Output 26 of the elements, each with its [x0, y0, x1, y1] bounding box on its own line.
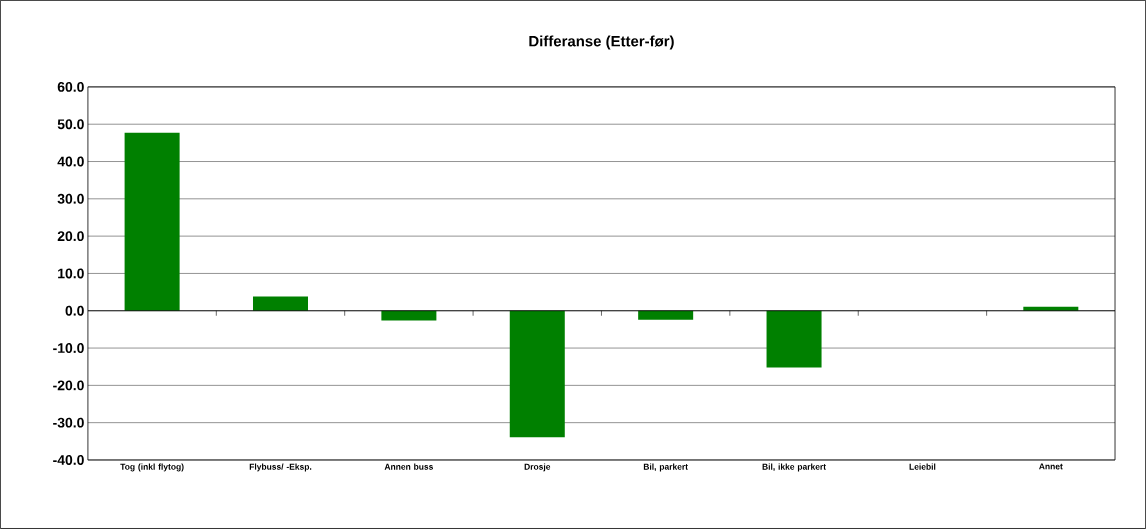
bar — [381, 310, 437, 321]
x-tick-label: Flybuss/ -Eksp. — [249, 463, 312, 472]
x-tick-label: Annen buss — [384, 463, 433, 470]
bar — [509, 310, 565, 438]
x-tick-label: Tog (inkl flytog) — [120, 463, 184, 472]
bar — [124, 132, 180, 311]
y-tick-label: -30.0 — [53, 417, 84, 428]
y-tick-label: 40.0 — [57, 156, 84, 167]
y-tick-label: 30.0 — [57, 193, 84, 204]
x-tick-label: Drosje — [524, 463, 551, 472]
x-tick-label: Leiebil — [909, 463, 936, 470]
y-tick-label: 10.0 — [58, 268, 84, 279]
chart-title: Differanse (Etter-før) — [529, 35, 674, 50]
bar — [252, 296, 308, 311]
y-tick-label: 50.0 — [57, 119, 84, 130]
x-tick-label: Bil, ikke parkert — [762, 463, 826, 472]
y-tick-label: -20.0 — [53, 380, 84, 391]
y-tick-label: -40.0 — [53, 455, 84, 465]
y-tick-label: 20.0 — [57, 231, 84, 242]
y-tick-label: -10.0 — [53, 343, 84, 354]
bar — [638, 310, 694, 320]
bar — [766, 310, 822, 368]
x-tick-label: Annet — [1039, 463, 1063, 470]
x-tick-label: Bil, parkert — [643, 463, 688, 472]
y-tick-label: 0.0 — [65, 305, 84, 316]
y-tick-label: 60.0 — [57, 82, 84, 92]
